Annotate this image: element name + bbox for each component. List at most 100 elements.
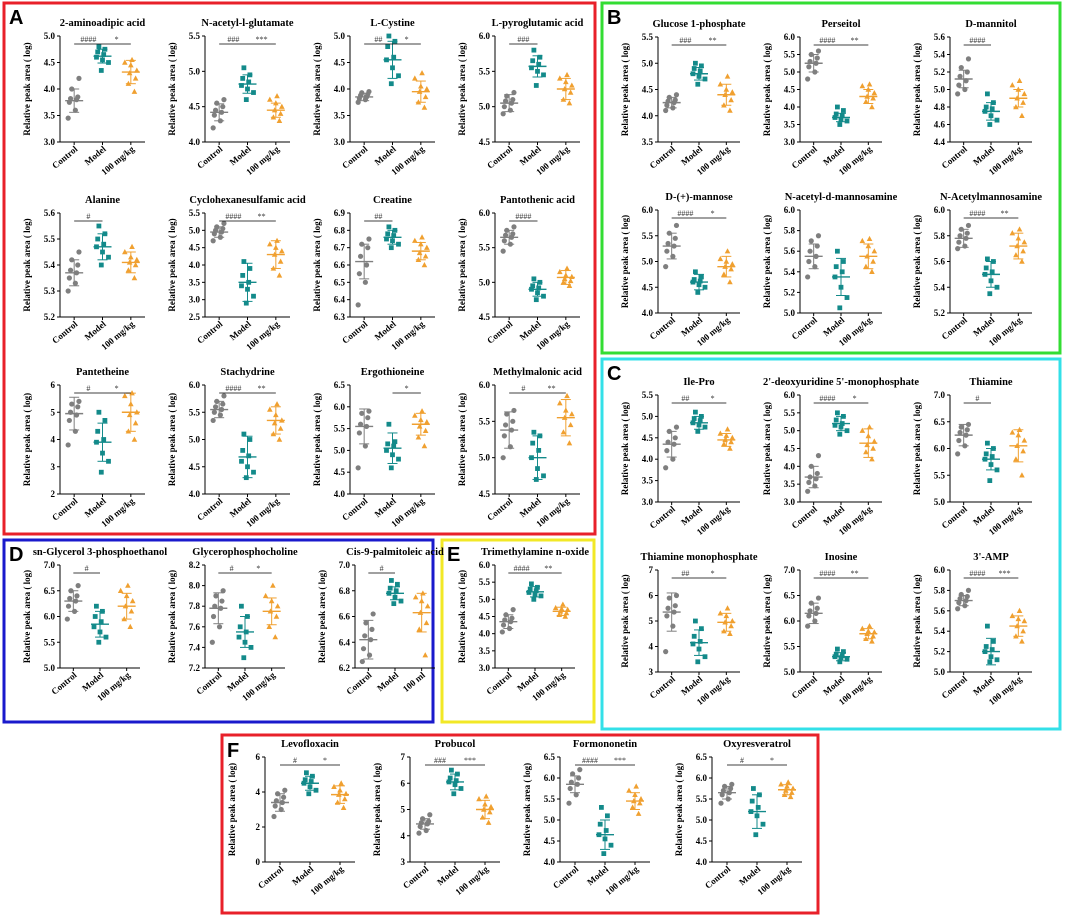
significance-label: *	[711, 209, 715, 218]
chart-title: N-acetyl-l-glutamate	[201, 18, 293, 29]
y-tick-label: 3.0	[784, 497, 796, 507]
data-point-treatment	[1020, 628, 1026, 634]
chart-title: Levofloxacin	[281, 739, 339, 750]
data-point-treatment	[717, 255, 724, 262]
data-point-control	[357, 421, 364, 427]
y-tick-label: 7.0	[339, 560, 351, 570]
data-point-treatment	[127, 623, 134, 629]
data-point-model	[693, 60, 698, 66]
y-tick-label: 4	[256, 787, 261, 797]
chart-title: Glycerophosphocholine	[192, 547, 298, 558]
data-point-control	[501, 104, 507, 110]
y-tick-label: 7.6	[189, 622, 201, 632]
data-point-model	[239, 458, 244, 464]
significance-label: **	[1001, 209, 1009, 218]
x-tick-label: Control	[340, 144, 370, 171]
y-tick-label: 6.0	[784, 390, 796, 400]
data-point-model	[535, 584, 540, 590]
data-point-treatment	[272, 634, 279, 640]
data-point-model	[313, 787, 319, 793]
x-tick-label: Model	[228, 144, 254, 168]
y-tick-label: 5.0	[479, 277, 491, 287]
data-point-model	[537, 54, 543, 60]
panel-frame-e	[440, 538, 596, 724]
data-point-model	[538, 593, 544, 599]
data-point-control	[672, 435, 678, 441]
significance-label: ####	[819, 394, 835, 403]
y-axis-label: Relative peak area ( log)	[372, 763, 382, 856]
data-point-control	[673, 92, 680, 98]
y-tick-label: 4.0	[784, 461, 796, 471]
significance-label: ####	[819, 569, 835, 578]
data-point-control	[670, 253, 676, 259]
data-point-treatment	[1021, 618, 1028, 624]
panel-frame-b	[600, 1, 1062, 355]
y-tick-label: 4.6	[934, 120, 946, 130]
y-tick-label: 6	[51, 380, 56, 390]
data-point-treatment	[557, 268, 563, 275]
data-point-treatment	[717, 610, 724, 616]
data-point-control	[426, 818, 432, 824]
data-point-treatment	[483, 793, 489, 799]
chart-title: Oxyresveratrol	[723, 739, 791, 750]
y-tick-label: 7.0	[784, 565, 796, 575]
x-tick-label: Control	[484, 670, 514, 697]
y-tick-label: 4.5	[189, 462, 201, 472]
data-point-model	[536, 285, 542, 291]
data-point-model	[844, 118, 850, 124]
y-tick-label: 5.5	[479, 416, 491, 426]
y-tick-label: 4.0	[642, 308, 654, 318]
y-tick-label: 7	[649, 565, 654, 575]
data-point-model	[541, 72, 546, 78]
data-point-model	[101, 437, 107, 442]
chart-11: Methylmalonic acid Relative peak area ( l…	[457, 367, 582, 529]
x-tick-label: Model	[518, 319, 544, 343]
x-tick-label: Control	[940, 504, 970, 531]
data-point-control	[729, 781, 735, 787]
x-tick-label: Control	[50, 144, 80, 171]
y-axis-label: Relative peak area ( log)	[762, 402, 772, 495]
significance-label: ###	[227, 35, 239, 44]
data-point-control	[212, 107, 219, 113]
y-tick-label: 6.0	[784, 616, 796, 626]
y-tick-label: 6.0	[642, 205, 654, 215]
data-point-control	[76, 75, 82, 81]
data-point-treatment	[863, 98, 869, 104]
y-tick-label: 4.0	[642, 111, 654, 121]
data-point-control	[221, 220, 227, 226]
y-tick-label: 3.0	[189, 295, 201, 305]
y-tick-label: 4.5	[479, 312, 491, 322]
data-point-treatment	[277, 425, 284, 431]
y-tick-label: 4.4	[934, 137, 946, 147]
y-tick-label: 3.0	[334, 137, 346, 147]
data-point-model	[841, 649, 846, 654]
data-point-model	[531, 596, 537, 602]
data-point-control	[955, 91, 961, 97]
data-point-treatment	[1016, 77, 1023, 83]
data-point-treatment	[567, 277, 574, 284]
data-point-model	[251, 293, 256, 299]
data-point-control	[806, 258, 812, 265]
data-point-model	[531, 47, 537, 53]
data-point-model	[106, 254, 111, 260]
chart-title: Cis-9-palmitoleic acid	[346, 547, 444, 558]
y-tick-label: 3	[401, 857, 406, 867]
data-point-treatment	[724, 426, 731, 432]
data-point-model	[695, 659, 701, 665]
data-point-treatment	[567, 89, 574, 95]
data-point-treatment	[859, 83, 866, 89]
chart-title: sn-Glycerol 3-phosphoethanol	[33, 547, 167, 558]
data-point-control	[220, 401, 226, 407]
significance-label: **	[709, 36, 717, 45]
chart-0: 2-aminoadipic acid Relative peak area ( l…	[22, 18, 145, 177]
y-tick-label: 5.0	[334, 445, 346, 455]
data-point-treatment	[552, 604, 559, 611]
data-point-control	[219, 598, 225, 604]
y-tick-label: 6.0	[189, 380, 201, 390]
x-tick-label: Control	[790, 504, 820, 531]
data-point-treatment	[419, 408, 425, 414]
data-point-model	[697, 68, 703, 74]
y-tick-label: 6.5	[934, 417, 946, 427]
data-point-control	[212, 404, 219, 410]
significance-label: **	[548, 384, 556, 393]
